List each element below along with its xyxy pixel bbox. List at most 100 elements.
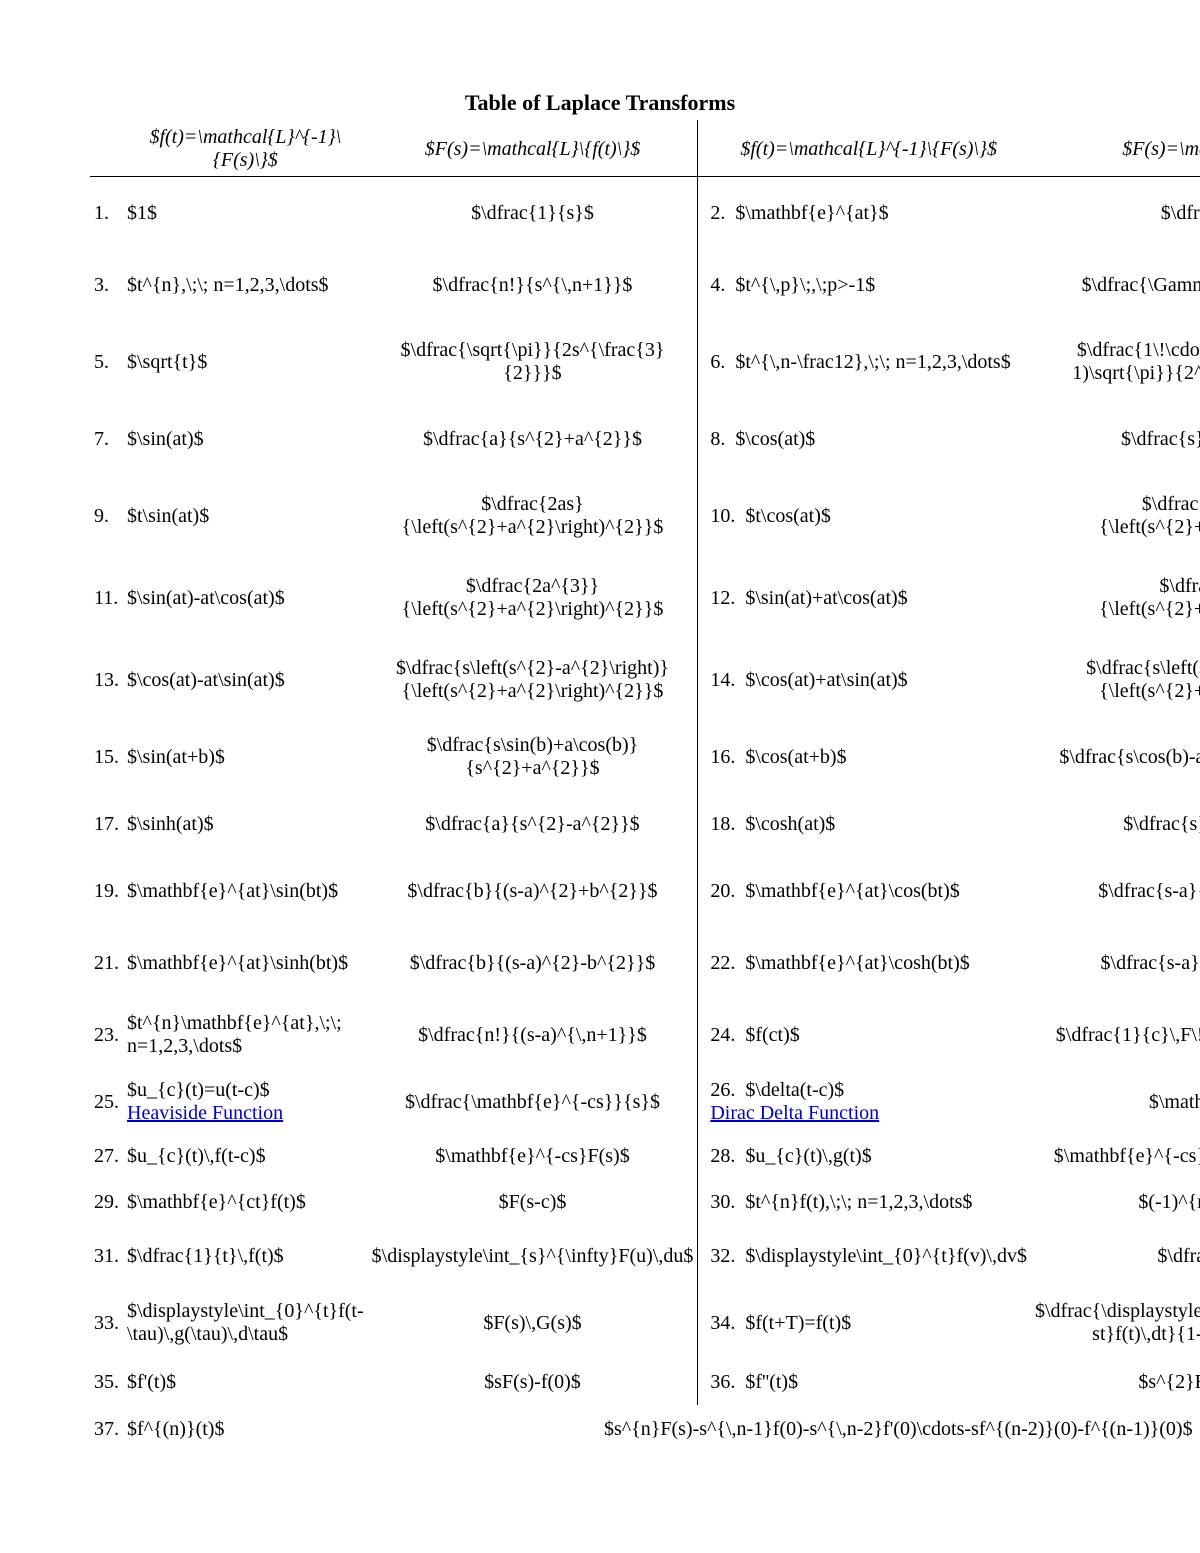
row-number: 25. [90, 1071, 123, 1133]
table-row: 21.$\mathbf{e}^{at}\sinh(bt)$$\dfrac{b}{… [90, 927, 1200, 999]
row-number: 35. [90, 1359, 123, 1405]
cell-Fs: $\dfrac{s\left(s^{2}-a^{2}\right)}{\left… [368, 639, 698, 721]
header-ft2: $f(t)=\mathcal{L}^{-1}\{F(s)\}$ [706, 120, 1031, 177]
table-row: 15.$\sin(at+b)$$\dfrac{s\sin(b)+a\cos(b)… [90, 721, 1200, 793]
table-row: 33.$\displaystyle\int_{0}^{t}f(t-\tau)\,… [90, 1287, 1200, 1359]
cell-Fs2: $(-1)^{n}\,F^{(n)}(s)$ [1031, 1179, 1200, 1225]
cell-Fs: $\mathbf{e}^{-cs}F(s)$ [368, 1133, 698, 1179]
cell-ft: $t^{n}\mathbf{e}^{at},\;\; n=1,2,3,\dots… [123, 999, 368, 1071]
cell-ft2: 6. $t^{\,n-\frac12},\;\; n=1,2,3,\dots$ [706, 321, 1031, 403]
table-row: 37.$f^{(n)}(t)$$s^{n}F(s)-s^{\,n-1}f(0)-… [90, 1405, 1200, 1455]
cell-ft: $u_{c}(t)=u(t-c)$Heaviside Function [123, 1071, 368, 1133]
page: Table of Laplace Transforms $f(t)=\mathc… [0, 0, 1200, 1515]
row-number: 33. [90, 1287, 123, 1359]
row-number: 11. [90, 557, 123, 639]
cell-ft2: 14. $\cos(at)+at\sin(at)$ [706, 639, 1031, 721]
cell-Fs2: $\dfrac{F(s)}{s}$ [1031, 1225, 1200, 1287]
cell-Fs2: $\dfrac{s-a}{(s-a)^{2}+b^{2}}$ [1031, 855, 1200, 927]
cell-ft: $\displaystyle\int_{0}^{t}f(t-\tau)\,g(\… [123, 1287, 368, 1359]
row-number: 31. [90, 1225, 123, 1287]
cell-ft: $1$ [123, 177, 368, 250]
cell-Fs: $\dfrac{s\sin(b)+a\cos(b)}{s^{2}+a^{2}}$ [368, 721, 698, 793]
cell-Fs2: $\dfrac{2as^{2}}{\left(s^{2}+a^{2}\right… [1031, 557, 1200, 639]
row-number: 29. [90, 1179, 123, 1225]
cell-Fs: $\dfrac{2a^{3}}{\left(s^{2}+a^{2}\right)… [368, 557, 698, 639]
cell-Fs2: $s^{2}F(s)-sf(0)-f'(0)$ [1031, 1359, 1200, 1405]
table-row: 5.$\sqrt{t}$$\dfrac{\sqrt{\pi}}{2s^{\fra… [90, 321, 1200, 403]
cell-ft: $f^{(n)}(t)$ [123, 1405, 368, 1455]
cell-Fs: $\dfrac{a}{s^{2}-a^{2}}$ [368, 793, 698, 855]
cell-ft: $\dfrac{1}{t}\,f(t)$ [123, 1225, 368, 1287]
row-number: 27. [90, 1133, 123, 1179]
cell-ft2: 18. $\cosh(at)$ [706, 793, 1031, 855]
cell-ft2: 12. $\sin(at)+at\cos(at)$ [706, 557, 1031, 639]
cell-Fs2: $\dfrac{\displaystyle\int_{0}^{T}\mathbf… [1031, 1287, 1200, 1359]
row-number: 23. [90, 999, 123, 1071]
cell-ft2: 20. $\mathbf{e}^{at}\cos(bt)$ [706, 855, 1031, 927]
cell-Fs: $\displaystyle\int_{s}^{\infty}F(u)\,du$ [368, 1225, 698, 1287]
table-row: 19.$\mathbf{e}^{at}\sin(bt)$$\dfrac{b}{(… [90, 855, 1200, 927]
cell-ft2: 32. $\displaystyle\int_{0}^{t}f(v)\,dv$ [706, 1225, 1031, 1287]
cell-Fs2: $\dfrac{s}{s^{2}+a^{2}}$ [1031, 403, 1200, 475]
cell-Fs: $\dfrac{n!}{s^{\,n+1}}$ [368, 249, 698, 321]
cell-ft: $t^{n},\;\; n=1,2,3,\dots$ [123, 249, 368, 321]
cell-ft2: 10. $t\cos(at)$ [706, 475, 1031, 557]
table-header-row: $f(t)=\mathcal{L}^{-1}\{F(s)\}$ $F(s)=\m… [90, 120, 1200, 177]
cell-Fs: $F(s)\,G(s)$ [368, 1287, 698, 1359]
cell-ft: $u_{c}(t)\,f(t-c)$ [123, 1133, 368, 1179]
table-row: 27.$u_{c}(t)\,f(t-c)$$\mathbf{e}^{-cs}F(… [90, 1133, 1200, 1179]
cell-Fs: $sF(s)-f(0)$ [368, 1359, 698, 1405]
cell-Fs: $\dfrac{b}{(s-a)^{2}-b^{2}}$ [368, 927, 698, 999]
header-Fs2: $F(s)=\mathcal{L}\{f(t)\}$ [1031, 120, 1200, 177]
row-number: 37. [90, 1405, 123, 1455]
table-row: 13.$\cos(at)-at\sin(at)$$\dfrac{s\left(s… [90, 639, 1200, 721]
cell-ft: $\sinh(at)$ [123, 793, 368, 855]
cell-ft2: 4. $t^{\,p}\;,\;p>-1$ [706, 249, 1031, 321]
cell-ft2: 8. $\cos(at)$ [706, 403, 1031, 475]
cell-Fs: $\dfrac{2as}{\left(s^{2}+a^{2}\right)^{2… [368, 475, 698, 557]
cell-Fs2: $\dfrac{s^{2}-a^{2}}{\left(s^{2}+a^{2}\r… [1031, 475, 1200, 557]
row-number: 13. [90, 639, 123, 721]
cell-ft2: 30. $t^{n}f(t),\;\; n=1,2,3,\dots$ [706, 1179, 1031, 1225]
cell-ft: $\mathbf{e}^{at}\sin(bt)$ [123, 855, 368, 927]
cell-Fs2: $\mathbf{e}^{-cs}\,\mathcal{L}\{g(t+c)\}… [1031, 1133, 1200, 1179]
table-row: 35.$f'(t)$$sF(s)-f(0)$36. $f''(t)$$s^{2}… [90, 1359, 1200, 1405]
table-row: 17.$\sinh(at)$$\dfrac{a}{s^{2}-a^{2}}$18… [90, 793, 1200, 855]
cell-Fs: $\dfrac{1}{s}$ [368, 177, 698, 250]
table-row: 31.$\dfrac{1}{t}\,f(t)$$\displaystyle\in… [90, 1225, 1200, 1287]
cell-Fs2: $\dfrac{1\!\cdot\!3\!\cdot\!5\cdots(2n-1… [1031, 321, 1200, 403]
cell-Fs: $F(s-c)$ [368, 1179, 698, 1225]
row-number: 1. [90, 177, 123, 250]
table-row: 29.$\mathbf{e}^{ct}f(t)$$F(s-c)$30. $t^{… [90, 1179, 1200, 1225]
cell-ft: $\mathbf{e}^{ct}f(t)$ [123, 1179, 368, 1225]
row-number: 21. [90, 927, 123, 999]
cell-ft: $\cos(at)-at\sin(at)$ [123, 639, 368, 721]
cell-Fs: $\dfrac{a}{s^{2}+a^{2}}$ [368, 403, 698, 475]
cell-ft2: 24. $f(ct)$ [706, 999, 1031, 1071]
header-ft: $f(t)=\mathcal{L}^{-1}\{F(s)\}$ [123, 120, 368, 177]
laplace-table: $f(t)=\mathcal{L}^{-1}\{F(s)\}$ $F(s)=\m… [90, 120, 1200, 1455]
page-title: Table of Laplace Transforms [90, 90, 1110, 116]
cell-ft2: 22. $\mathbf{e}^{at}\cosh(bt)$ [706, 927, 1031, 999]
table-row: 1.$1$$\dfrac{1}{s}$2. $\mathbf{e}^{at}$$… [90, 177, 1200, 250]
cell-Fs2: $\dfrac{1}{s-a}$ [1031, 177, 1200, 250]
cell-Fs: $\dfrac{\sqrt{\pi}}{2s^{\frac{3}{2}}}$ [368, 321, 698, 403]
cell-ft: $\mathbf{e}^{at}\sinh(bt)$ [123, 927, 368, 999]
cell-Fs2: $\dfrac{s}{s^{2}-a^{2}}$ [1031, 793, 1200, 855]
cell-ft2: 28. $u_{c}(t)\,g(t)$ [706, 1133, 1031, 1179]
cell-ft2: 34. $f(t+T)=f(t)$ [706, 1287, 1031, 1359]
cell-ft: $t\sin(at)$ [123, 475, 368, 557]
row-number: 5. [90, 321, 123, 403]
table-row: 11.$\sin(at)-at\cos(at)$$\dfrac{2a^{3}}{… [90, 557, 1200, 639]
cell-Fs2: $\dfrac{s\cos(b)-a\sin(b)}{s^{2}+a^{2}}$ [1031, 721, 1200, 793]
row-number: 17. [90, 793, 123, 855]
cell-ft2: 36. $f''(t)$ [706, 1359, 1031, 1405]
cell-ft: $f'(t)$ [123, 1359, 368, 1405]
cell-ft2: 26. $\delta(t-c)$Dirac Delta Function [706, 1071, 1031, 1133]
header-Fs: $F(s)=\mathcal{L}\{f(t)\}$ [368, 120, 698, 177]
cell-Fs: $\dfrac{n!}{(s-a)^{\,n+1}}$ [368, 999, 698, 1071]
cell-Fs: $\dfrac{b}{(s-a)^{2}+b^{2}}$ [368, 855, 698, 927]
cell-Fs-wide: $s^{n}F(s)-s^{\,n-1}f(0)-s^{\,n-2}f'(0)\… [368, 1405, 1200, 1455]
cell-Fs2: $\dfrac{\Gamma(p+1)}{s^{\,p+1}}$ [1031, 249, 1200, 321]
table-row: 9.$t\sin(at)$$\dfrac{2as}{\left(s^{2}+a^… [90, 475, 1200, 557]
